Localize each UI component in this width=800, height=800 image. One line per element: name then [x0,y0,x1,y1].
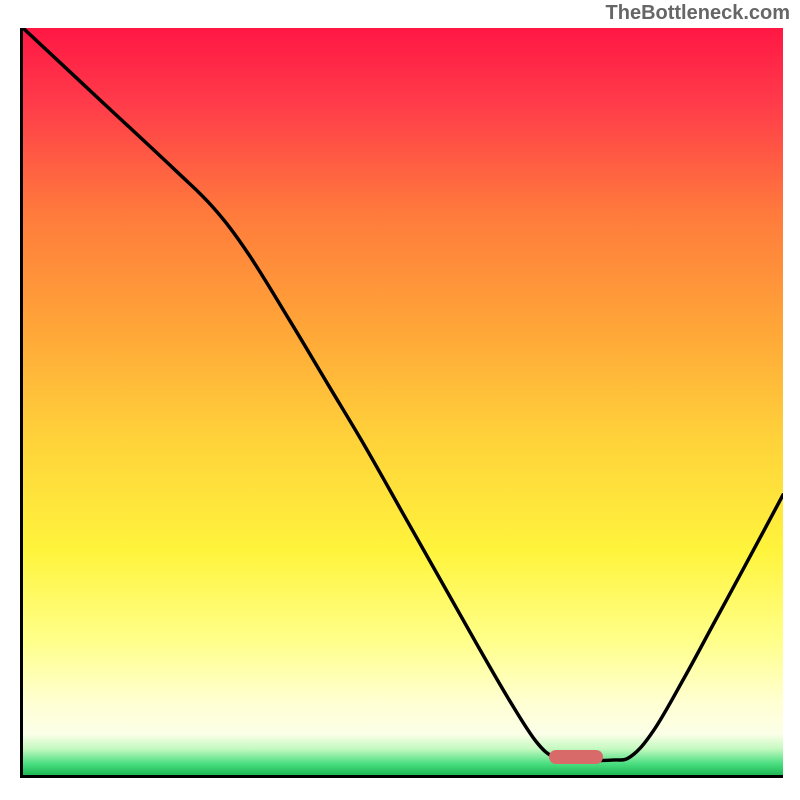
watermark-text: TheBottleneck.com [606,2,790,25]
chart-area [20,28,783,778]
chart-marker [549,750,602,764]
chart-line [23,28,783,775]
